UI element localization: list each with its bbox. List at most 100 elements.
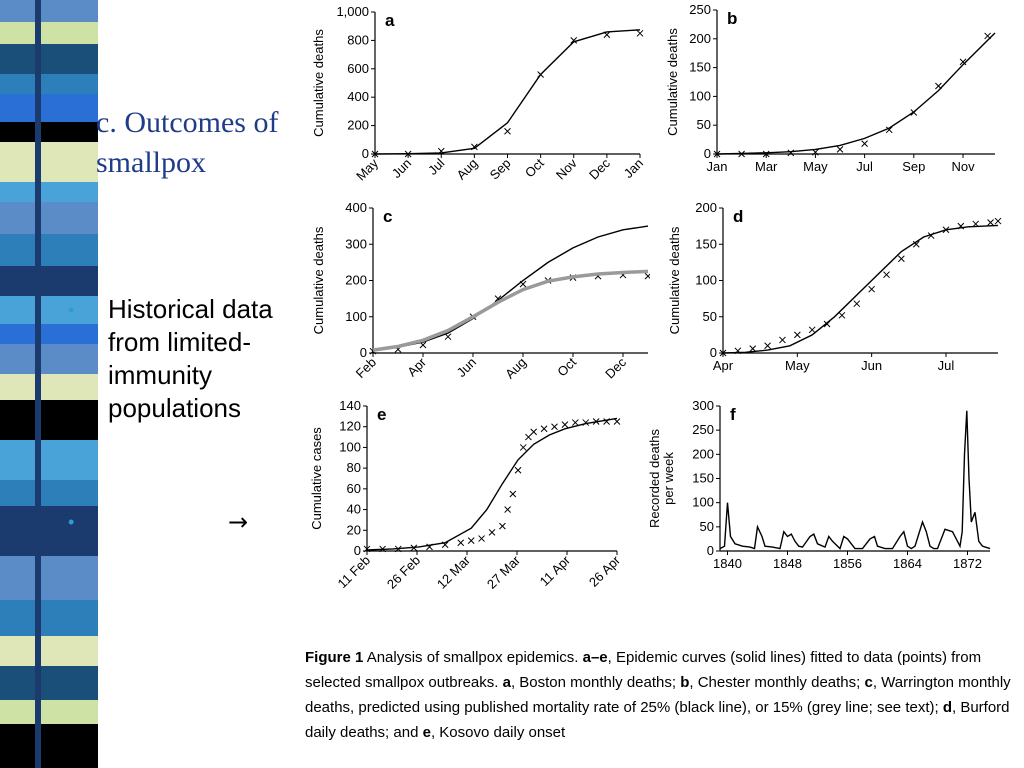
- panel-label: f: [730, 405, 736, 424]
- stripe-block: [0, 724, 98, 768]
- data-point: [467, 537, 475, 544]
- panel-label: a: [385, 11, 395, 30]
- x-tick-label: Feb: [353, 355, 379, 381]
- data-point: [488, 529, 496, 536]
- caption-ref: e: [422, 724, 431, 741]
- y-tick-label: 20: [347, 522, 361, 537]
- stripe-block: [0, 182, 98, 202]
- y-tick-label: 250: [692, 422, 714, 437]
- y-axis-label: Cumulative deaths: [311, 29, 326, 137]
- stripe-block: [0, 0, 98, 22]
- chart-panel-b: b Cumulative deaths 0 50 100 150 200 250 Jan Mar M…: [665, 2, 996, 174]
- x-tick-label: Sep: [902, 159, 925, 174]
- y-axis-label: Recorded deaths: [647, 428, 662, 528]
- caption-ref: d: [942, 699, 952, 716]
- caption-ref: a–e: [582, 649, 608, 666]
- stripe-block: [0, 202, 98, 234]
- x-tick-label: May: [785, 358, 810, 373]
- x-tick-label: Jul: [938, 358, 955, 373]
- data-point: [959, 58, 967, 66]
- data-point: [571, 419, 579, 426]
- chart-panel-c: c Cumulative deaths 0 100 200 300 400 Feb Apr Jun…: [311, 200, 650, 381]
- y-tick-label: 800: [347, 32, 369, 47]
- y-tick-label: 80: [347, 460, 361, 475]
- bullet-marker: •: [68, 300, 75, 320]
- y-tick-label: 200: [692, 446, 714, 461]
- y-tick-label: 100: [695, 273, 717, 288]
- stripe-block: [0, 666, 98, 700]
- x-tick-label: Dec: [586, 155, 613, 182]
- chart-panel-f: f Recorded deaths per week 0 50 100 150 200 250 3…: [647, 398, 991, 571]
- data-point: [561, 421, 569, 428]
- y-tick-label: 300: [345, 236, 367, 251]
- x-tick-label: Oct: [554, 354, 579, 379]
- y-tick-label: 600: [347, 61, 369, 76]
- stripe-block: [0, 556, 98, 600]
- y-tick-label: 0: [362, 146, 369, 161]
- caption-ref: a: [502, 674, 511, 691]
- y-tick-label: 50: [703, 309, 717, 324]
- data-point: [540, 425, 548, 433]
- caption-text: Analysis of smallpox epidemics.: [363, 649, 583, 666]
- data-point: [457, 539, 465, 547]
- x-tick-label: Jan: [707, 159, 728, 174]
- caption-text: , Boston monthly deaths;: [510, 674, 681, 691]
- data-point: [514, 466, 522, 474]
- decorative-stripe: [0, 0, 100, 768]
- y-tick-label: 60: [347, 481, 361, 496]
- data-point: [793, 331, 801, 339]
- x-tick-label: 1864: [893, 556, 922, 571]
- y-tick-label: 200: [689, 31, 711, 46]
- x-tick-label: Jun: [454, 355, 479, 380]
- y-tick-label: 0: [707, 543, 714, 558]
- y-tick-label: 100: [689, 88, 711, 103]
- x-tick-label: May: [803, 159, 828, 174]
- series-line: [372, 269, 649, 352]
- x-tick-label: Apr: [713, 358, 734, 373]
- y-tick-label: 200: [345, 273, 367, 288]
- y-tick-label: 140: [339, 398, 361, 413]
- caption-text: , Kosovo daily onset: [430, 724, 566, 741]
- data-point: [861, 140, 868, 147]
- x-tick-label: Dec: [602, 354, 629, 381]
- stripe-block: [0, 234, 98, 266]
- series-line: [374, 29, 641, 155]
- y-tick-label: 300: [692, 398, 714, 413]
- data-point: [885, 126, 893, 134]
- stripe-block: [0, 142, 98, 182]
- stripe-inner-band: [35, 0, 41, 768]
- x-tick-label: Jan: [621, 156, 646, 181]
- stripe-block: [0, 324, 98, 344]
- data-point: [749, 345, 757, 353]
- y-axis-label: Cumulative deaths: [665, 28, 680, 136]
- y-tick-label: 200: [347, 118, 369, 133]
- y-tick-label: 50: [700, 519, 714, 534]
- y-tick-label: 1,000: [336, 4, 369, 19]
- data-point: [853, 300, 861, 308]
- panel-label: c: [383, 207, 392, 226]
- stripe-block: [0, 636, 98, 666]
- x-tick-label: 26 Feb: [384, 553, 423, 592]
- y-tick-label: 0: [360, 345, 367, 360]
- panel-label: d: [733, 207, 743, 226]
- x-tick-label: 11 Apr: [537, 552, 574, 589]
- data-point: [787, 149, 795, 157]
- caption-text: , Warrington monthly deaths, predicted u…: [305, 674, 1011, 716]
- bullet-text: Historical data from limited-immunity po…: [108, 294, 273, 423]
- y-tick-label: 120: [339, 419, 361, 434]
- caption-lead: Figure 1: [305, 649, 364, 666]
- data-point: [530, 428, 538, 436]
- chart-panel-e: e Cumulative cases 0 20 40 60 80 100 120 140 11 Fe…: [309, 398, 624, 592]
- x-tick-label: Jun: [389, 156, 414, 181]
- x-tick-label: Aug: [454, 156, 481, 183]
- slide-title: c. Outcomes of smallpox: [96, 106, 279, 179]
- panel-label: b: [727, 9, 737, 28]
- data-point: [504, 127, 511, 135]
- x-tick-label: 1872: [953, 556, 982, 571]
- x-tick-label: 26 Apr: [586, 552, 624, 590]
- data-point: [898, 255, 905, 263]
- y-tick-label: 200: [695, 200, 717, 215]
- data-point: [499, 522, 506, 530]
- stripe-block: [0, 506, 98, 556]
- data-point: [762, 150, 770, 158]
